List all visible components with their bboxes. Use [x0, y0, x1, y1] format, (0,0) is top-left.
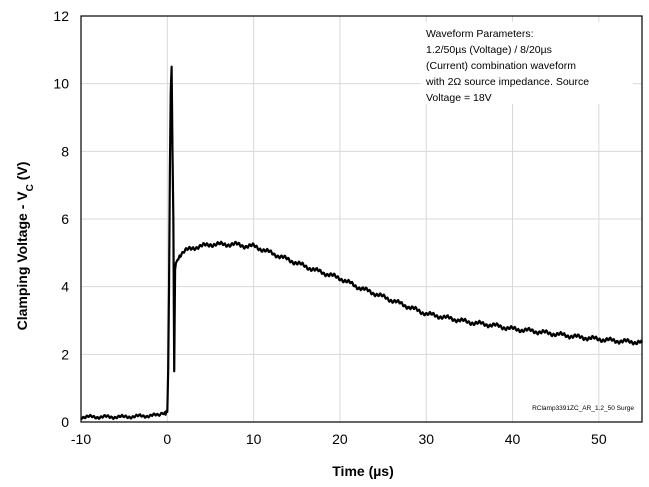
x-tick-label: 0: [163, 431, 171, 447]
annotation-line: 1.2/50µs (Voltage) / 8/20µs: [426, 44, 552, 56]
annotation-line: (Current) combination waveform: [426, 60, 576, 72]
annotation-background: [421, 22, 633, 104]
waveform-parameters-annotation: Waveform Parameters: 1.2/50µs (Voltage) …: [421, 22, 633, 104]
x-tick-label: 10: [246, 431, 262, 447]
y-tick-label: 4: [61, 279, 69, 295]
x-tick-label: 20: [332, 431, 348, 447]
x-axis-ticks: -10 0 10 20 30 40 50: [71, 431, 607, 447]
y-axis-title: Clamping Voltage - VC (V): [14, 162, 36, 331]
y-axis-ticks: 0 2 4 6 8 10 12: [53, 8, 69, 430]
chart-credit-label: RClamp3391ZC_AR_1.2_50 Surge: [532, 405, 634, 412]
annotation-line: Waveform Parameters:: [426, 28, 534, 40]
annotation-line: Voltage = 18V: [426, 92, 492, 104]
y-tick-label: 2: [61, 346, 69, 362]
y-tick-label: 10: [53, 76, 69, 92]
plot-area-border: [80, 15, 643, 423]
y-tick-label: 8: [61, 143, 69, 159]
x-axis-title: Time (µs): [332, 463, 394, 479]
y-tick-label: 12: [53, 8, 69, 24]
x-tick-label: 50: [591, 431, 607, 447]
x-tick-label: 30: [418, 431, 434, 447]
y-tick-label: 0: [61, 414, 69, 430]
annotation-line: with 2Ω source impedance. Source: [425, 76, 589, 88]
x-tick-label: 40: [505, 431, 521, 447]
x-tick-label: -10: [71, 431, 91, 447]
series-layer: [80, 65, 644, 421]
y-tick-label: 6: [61, 211, 69, 227]
clamping-voltage-series-line: [80, 65, 644, 421]
